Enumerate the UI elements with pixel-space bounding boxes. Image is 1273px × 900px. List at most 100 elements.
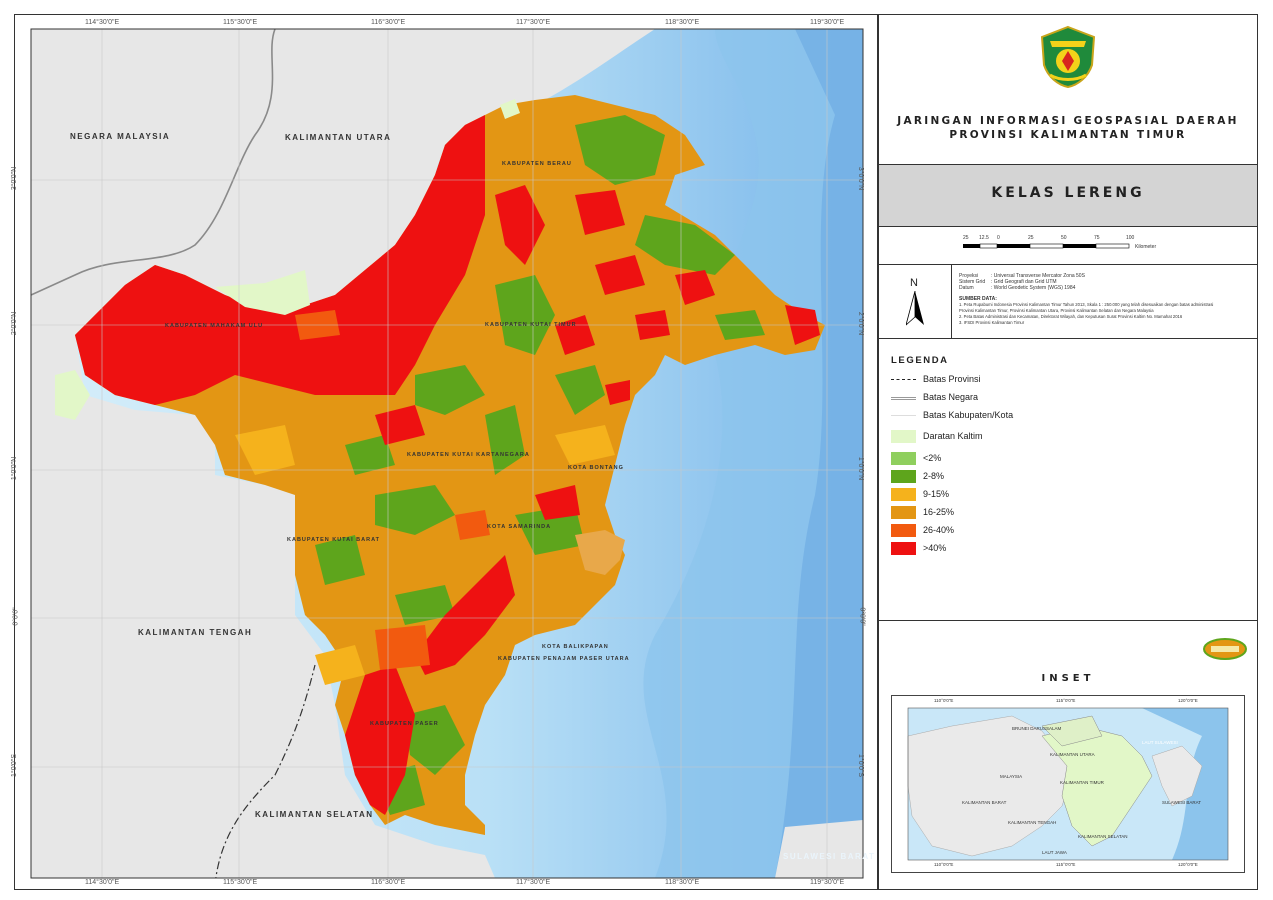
- scale-label: 50: [1061, 235, 1067, 241]
- grid-tick-right: 1°0'0"N: [857, 456, 865, 481]
- daratan-kaltim-patches: [55, 99, 520, 420]
- source-line: Provinsi Kalimantan Timur, Provinsi Kali…: [959, 308, 1154, 313]
- inset-label-sulbar: SULAWESI BARAT: [1162, 800, 1202, 805]
- header-title-line1: JARINGAN INFORMASI GEOSPASIAL DAERAH: [897, 115, 1239, 127]
- inset-tick-top: 110°0'0"E: [934, 698, 954, 703]
- grid-tick-top: 117°30'0"E: [516, 19, 551, 26]
- region-label-kalteng: KALIMANTAN TENGAH: [138, 628, 253, 637]
- grid-tick-left: 1°0'0"S: [10, 754, 18, 777]
- scale-label: 25: [1028, 235, 1034, 241]
- legend-section: LEGENDA Batas Provinsi Batas Negara Bata…: [879, 339, 1257, 621]
- legend-item-slope-lt2: <2%: [891, 452, 1091, 466]
- legend-item-slope-26-40: 26-40%: [891, 524, 1091, 538]
- grid-tick-right: 1°0'0"S: [856, 754, 864, 777]
- legend-label: Batas Provinsi: [923, 374, 981, 384]
- inset-label-kalbar: KALIMANTAN BARAT: [962, 800, 1007, 805]
- legend-item-slope-16-25: 16-25%: [891, 506, 1091, 520]
- grid-tick-right: 3°0'0"N: [857, 166, 865, 191]
- scale-label: 75: [1094, 235, 1100, 241]
- kabupaten-label-mahulu: KABUPATEN MAHAKAM ULU: [165, 323, 264, 329]
- inset-map-canvas: [907, 707, 1229, 861]
- grid-tick-left: 3°0'0"N: [11, 166, 19, 191]
- legend-label: <2%: [923, 453, 942, 463]
- inset-label-laut-jawa: LAUT JAWA: [1042, 850, 1067, 855]
- legend-swatch: [891, 470, 916, 483]
- legend-label: 2-8%: [923, 471, 945, 481]
- scalebar-section: 25 12.5 0 25 50 75 100 Kilometer: [879, 227, 1257, 265]
- datum-value: : World Geodetic System (WGS) 1984: [991, 285, 1076, 291]
- grid-value: : Grid Geografi dan Grid UTM: [991, 279, 1057, 285]
- grid-tick-top: 114°30'0"E: [85, 19, 120, 26]
- kabupaten-label-kubar: KABUPATEN KUTAI BARAT: [287, 537, 381, 543]
- scale-label: 0: [997, 235, 1000, 241]
- inset-label-kaltara: KALIMANTAN UTARA: [1050, 752, 1095, 757]
- scale-unit: Kilometer: [1135, 244, 1157, 250]
- datum-key: Datum: [959, 285, 974, 291]
- legend-label: 9-15%: [923, 489, 950, 499]
- kabupaten-label-samarinda: KOTA SAMARINDA: [487, 524, 552, 530]
- projection-value: : Universal Transverse Mercator Zona 50S: [991, 273, 1085, 279]
- inset-tick-bottom: 110°0'0"E: [934, 862, 954, 867]
- legend-item-slope-9-15: 9-15%: [891, 488, 1091, 502]
- legend-swatch: [891, 506, 916, 519]
- legend-label: Batas Negara: [923, 392, 979, 402]
- grid-tick-left: 1°0'0"N: [11, 456, 19, 481]
- legend-label: Batas Kabupaten/Kota: [923, 410, 1014, 420]
- grid-tick-top: 116°30'0"E: [371, 19, 406, 26]
- inset-title: INSET: [1041, 673, 1095, 684]
- info-section: N Proyeksi : Universal Transverse Mercat…: [879, 265, 1257, 339]
- grid-tick-top: 115°30'0"E: [223, 19, 258, 26]
- header-section: JARINGAN INFORMASI GEOSPASIAL DAERAH PRO…: [879, 15, 1257, 165]
- kabupaten-label-berau: KABUPATEN BERAU: [502, 161, 572, 167]
- legend-item-slope-gt40: >40%: [891, 542, 1091, 556]
- grid-tick-top: 118°30'0"E: [665, 19, 700, 26]
- inset-label-brunei: BRUNEI DARUSSALAM: [1012, 726, 1062, 731]
- inset-map[interactable]: 110°0'0"E 115°0'0"E 120°0'0"E 110°0'0"E …: [891, 695, 1245, 873]
- grid-tick-right: 0°0'0": [858, 607, 866, 626]
- deep-sea-area-2: [775, 29, 863, 878]
- inset-section: INSET 110°0'0"E 115°0'0"E 120°0'0"E 110°…: [879, 621, 1257, 889]
- legend-item-batas-kabupaten: Batas Kabupaten/Kota: [891, 409, 1091, 423]
- north-arrow-icon: [906, 291, 924, 326]
- kabupaten-label-kutim: KABUPATEN KUTAI TIMUR: [485, 322, 577, 328]
- grid-tick-bottom: 117°30'0"E: [516, 879, 551, 886]
- grid-tick-top: 119°30'0"E: [810, 19, 845, 26]
- legend-label: 16-25%: [923, 507, 955, 517]
- grid-tick-bottom: 115°30'0"E: [223, 879, 258, 886]
- projection-key: Proyeksi: [959, 273, 979, 279]
- grid-key: Sistem Grid: [959, 279, 986, 285]
- inset-tick-top: 120°0'0"E: [1178, 698, 1198, 703]
- slope-2-8-patches: [315, 115, 765, 815]
- map-info-panel: JARINGAN INFORMASI GEOSPASIAL DAERAH PRO…: [878, 14, 1258, 890]
- grid-tick-bottom: 116°30'0"E: [371, 879, 406, 886]
- map-title: KELAS LERENG: [991, 185, 1145, 201]
- source-line: 1. Peta Rupabumi Indonesia Provinsi Kali…: [959, 302, 1214, 307]
- source-line: 3. IFSDI Provinsi Kalimantan Timur: [959, 320, 1025, 325]
- grid-tick-bottom: 118°30'0"E: [665, 879, 700, 886]
- region-label-kalsel: KALIMANTAN SELATAN: [255, 810, 374, 819]
- region-label-kaltara: KALIMANTAN UTARA: [285, 133, 392, 142]
- legend-swatch: [891, 430, 916, 443]
- grid-tick-left: 2°0'0"N: [11, 311, 19, 336]
- legend-double-line-icon: [891, 397, 916, 400]
- region-label-sulbar: SULAWESI BARAT: [783, 852, 876, 861]
- country-boundary: [31, 29, 276, 296]
- provincial-crest-icon: [1040, 25, 1096, 89]
- legend-swatch: [891, 524, 916, 537]
- map-canvas[interactable]: [15, 15, 877, 889]
- graticule: [31, 29, 863, 878]
- kabupaten-label-bontang: KOTA BONTANG: [568, 465, 624, 471]
- scale-label: 25: [963, 235, 969, 241]
- slope-9-15-patches: [235, 425, 615, 685]
- map-title-section: KELAS LERENG: [879, 165, 1257, 227]
- header-title-line2: PROVINSI KALIMANTAN TIMUR: [949, 129, 1187, 141]
- kabupaten-label-ppu: KABUPATEN PENAJAM PASER UTARA: [498, 656, 630, 662]
- grid-tick-bottom: 114°30'0"E: [85, 879, 120, 886]
- legend-label: 26-40%: [923, 525, 955, 535]
- inset-tick-bottom: 115°0'0"E: [1056, 862, 1076, 867]
- inset-tick-top: 115°0'0"E: [1056, 698, 1076, 703]
- legend-item-daratan-kaltim: Daratan Kaltim: [891, 430, 1091, 444]
- legend-swatch: [891, 488, 916, 501]
- legend-title: LEGENDA: [891, 355, 949, 366]
- kabupaten-label-paser: KABUPATEN PASER: [370, 721, 439, 727]
